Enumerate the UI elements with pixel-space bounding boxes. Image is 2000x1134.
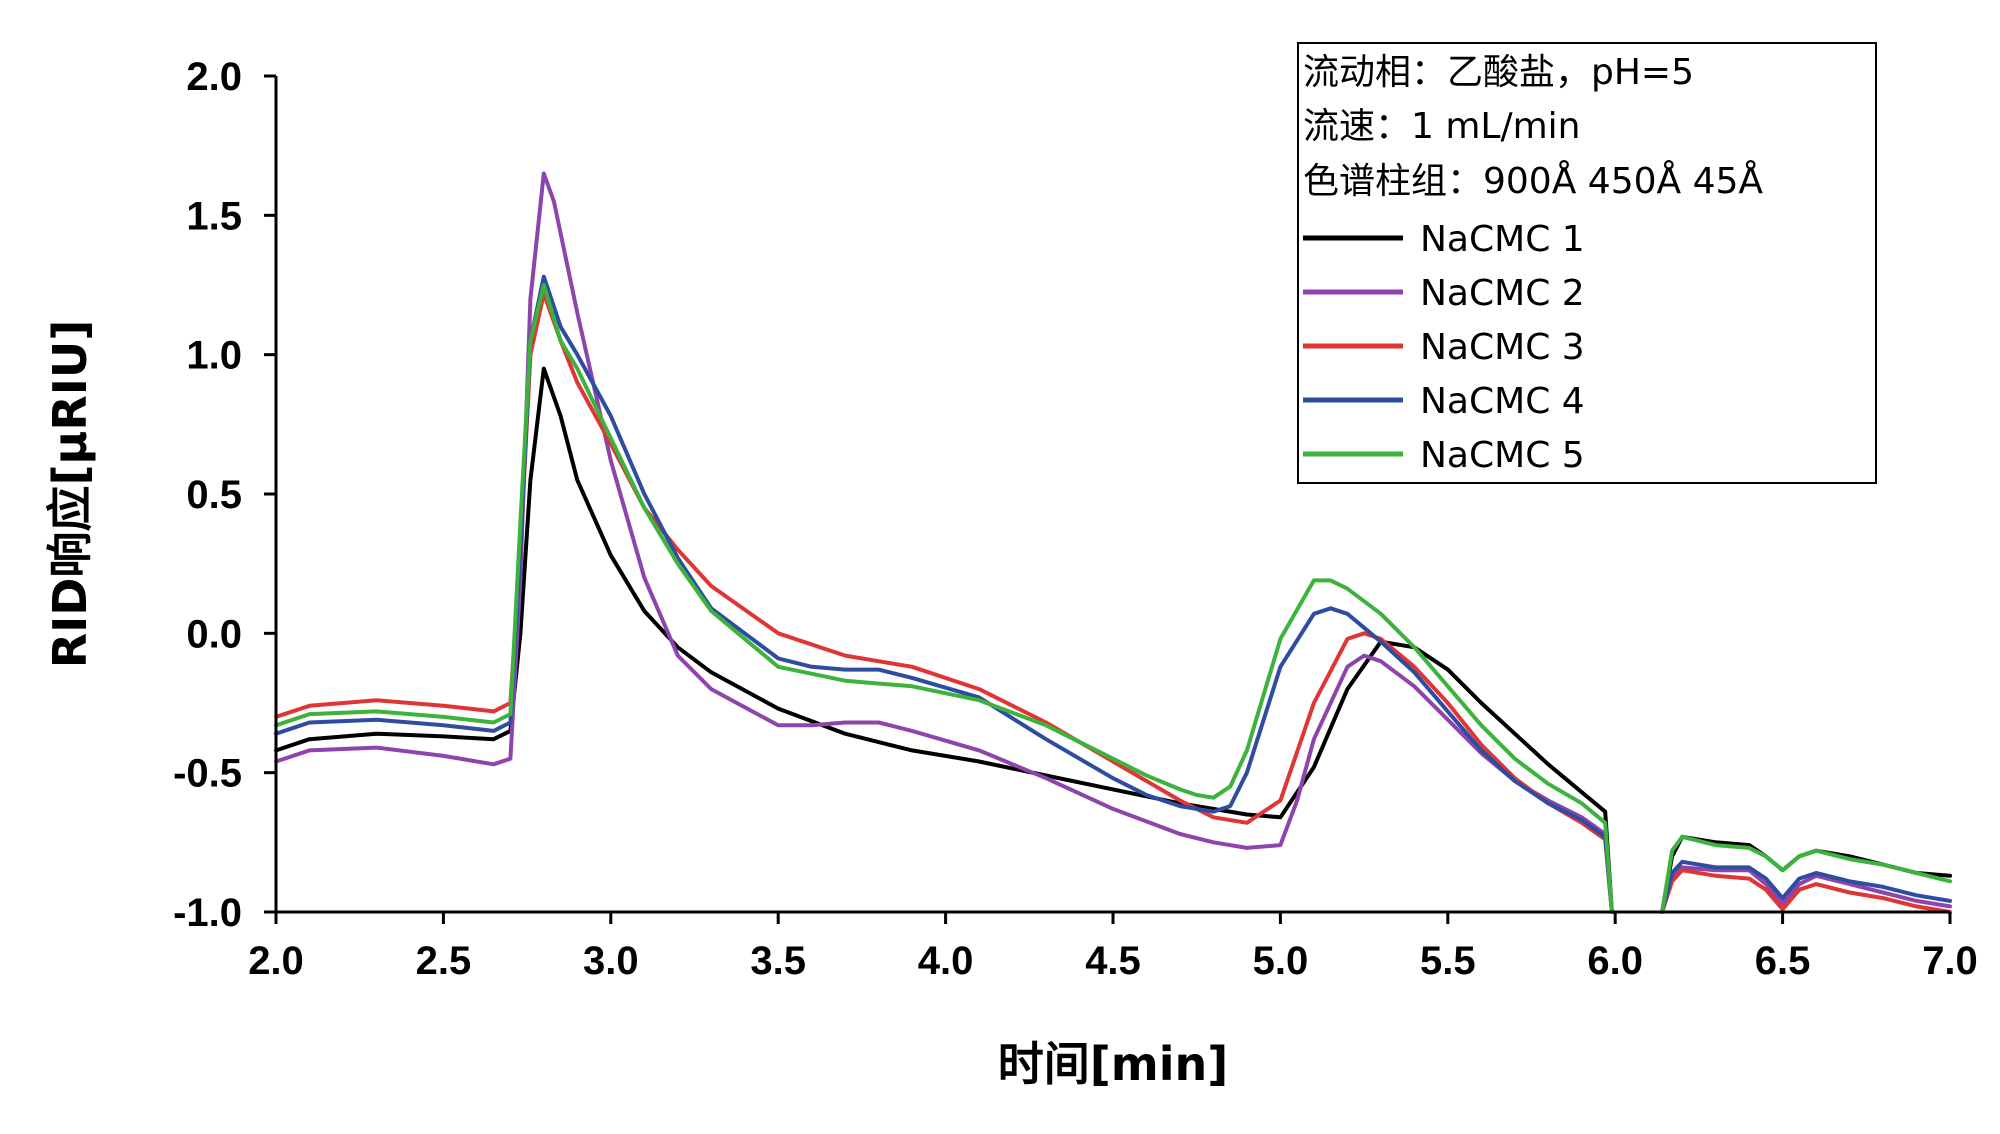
legend: 流动相：乙酸盐，pH=5 流速：1 mL/min 色谱柱组：900Å 450Å …	[1297, 42, 1877, 484]
x-tick-label: 3.5	[750, 939, 806, 983]
legend-label: NaCMC 2	[1420, 273, 1585, 314]
x-tick-label: 4.5	[1085, 939, 1141, 983]
x-tick-label: 6.0	[1587, 939, 1643, 983]
y-tick-label: 1.0	[186, 334, 242, 378]
x-tick-label: 2.5	[416, 939, 472, 983]
y-tick-label: 0.0	[186, 612, 242, 656]
series-line-5	[274, 283, 1952, 914]
y-ticks: 2.0 1.5 1.0 0.5 0.0 -0.5 -1.0	[173, 55, 276, 935]
x-tick-label: 4.0	[918, 939, 974, 983]
x-tick-label: 5.5	[1420, 939, 1476, 983]
legend-annotation-column-set: 色谱柱组：900Å 450Å 45Å	[1303, 159, 1763, 202]
legend-box	[1297, 42, 1877, 484]
legend-annotation-mobile-phase: 流动相：乙酸盐，pH=5	[1303, 52, 1694, 93]
legend-label: NaCMC 5	[1420, 435, 1585, 476]
y-tick-label: -0.5	[173, 752, 242, 796]
legend-entries: NaCMC 1 NaCMC 2 NaCMC 3 NaCMC 4 NaCMC 5	[1303, 219, 1585, 476]
x-tick-label: 3.0	[583, 939, 639, 983]
y-tick-label: 1.5	[186, 194, 242, 238]
y-axis-title: RID响应[μRIU]	[43, 320, 97, 669]
y-tick-label: 0.5	[186, 473, 242, 517]
y-tick-label: -1.0	[173, 891, 242, 935]
legend-label: NaCMC 3	[1420, 327, 1585, 368]
legend-label: NaCMC 4	[1420, 381, 1585, 422]
x-tick-label: 2.0	[248, 939, 304, 983]
x-ticks: 2.0 2.5 3.0 3.5 4.0 4.5 5.0 5.5 6.0 6.5 7.0	[248, 912, 1978, 983]
x-tick-label: 5.0	[1253, 939, 1309, 983]
plot-lines	[274, 171, 1952, 914]
y-tick-label: 2.0	[186, 55, 242, 99]
x-tick-label: 7.0	[1922, 939, 1978, 983]
legend-annotation-flow-rate: 流速：1 mL/min	[1303, 106, 1581, 147]
x-axis-title: 时间[min]	[998, 1037, 1229, 1091]
x-tick-label: 6.5	[1755, 939, 1811, 983]
legend-label: NaCMC 1	[1420, 219, 1585, 260]
